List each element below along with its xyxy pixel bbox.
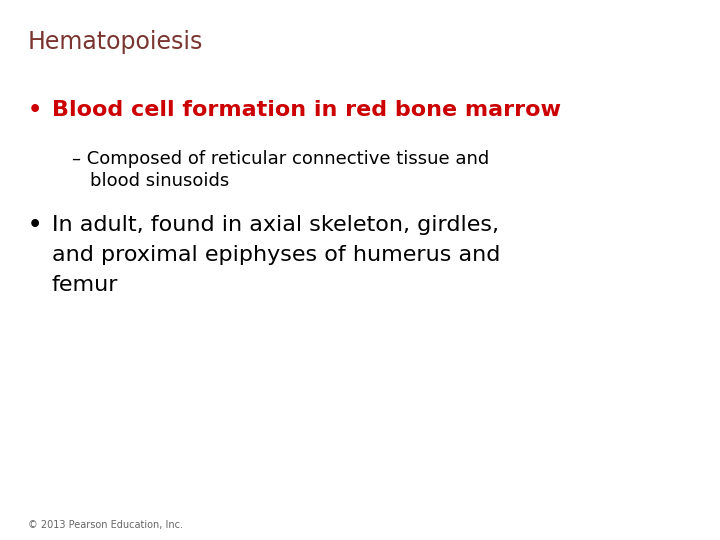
Text: and proximal epiphyses of humerus and: and proximal epiphyses of humerus and [52,245,500,265]
Text: •: • [28,215,42,235]
Text: In adult, found in axial skeleton, girdles,: In adult, found in axial skeleton, girdl… [52,215,499,235]
Text: – Composed of reticular connective tissue and: – Composed of reticular connective tissu… [72,150,490,168]
Text: Blood cell formation in red bone marrow: Blood cell formation in red bone marrow [52,100,561,120]
Text: femur: femur [52,275,119,295]
Text: © 2013 Pearson Education, Inc.: © 2013 Pearson Education, Inc. [28,520,183,530]
Text: blood sinusoids: blood sinusoids [90,172,229,190]
Text: Hematopoiesis: Hematopoiesis [28,30,203,54]
Text: •: • [28,100,42,120]
